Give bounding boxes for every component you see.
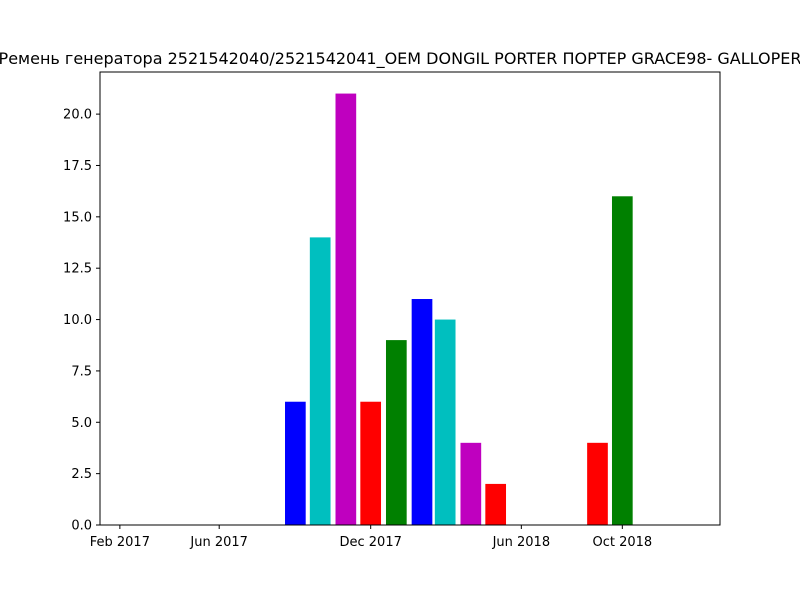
bar	[587, 442, 608, 525]
y-axis: 0.0 2.5 5.0 7.5 10.0 12.5 15.0 17.5 20.0	[63, 108, 100, 534]
y-tick-label: 12.5	[63, 262, 92, 277]
x-tick-label: Jun 2017	[189, 535, 248, 550]
x-tick-label: Dec 2017	[339, 535, 401, 550]
y-tick-label: 15.0	[63, 210, 92, 225]
bar	[485, 483, 507, 525]
y-tick-label: 0.0	[71, 519, 92, 534]
y-tick-label: 10.0	[63, 313, 92, 328]
x-tick-label: Jun 2018	[492, 535, 551, 550]
x-axis: Feb 2017 Jun 2017 Dec 2017 Jun 2018 Oct 2018	[90, 525, 652, 550]
bar	[434, 319, 456, 525]
bar	[285, 401, 306, 525]
x-tick-label: Feb 2017	[90, 535, 150, 550]
bar	[360, 401, 382, 525]
bar	[411, 299, 433, 525]
plot-frame	[99, 71, 721, 526]
y-tick-label: 17.5	[63, 159, 92, 174]
y-tick-label: 7.5	[71, 364, 92, 379]
x-tick-label: Oct 2018	[592, 535, 652, 550]
y-tick-label: 5.0	[71, 416, 92, 431]
y-tick-label: 20.0	[63, 108, 92, 123]
bar	[460, 442, 482, 525]
chart-title: Ремень генератора 2521542040/2521542041_…	[0, 49, 800, 69]
bar	[385, 340, 407, 525]
bar	[611, 196, 633, 526]
bar	[335, 93, 357, 525]
bars-layer	[285, 93, 633, 526]
y-tick-label: 2.5	[71, 467, 92, 482]
bar	[309, 237, 331, 525]
